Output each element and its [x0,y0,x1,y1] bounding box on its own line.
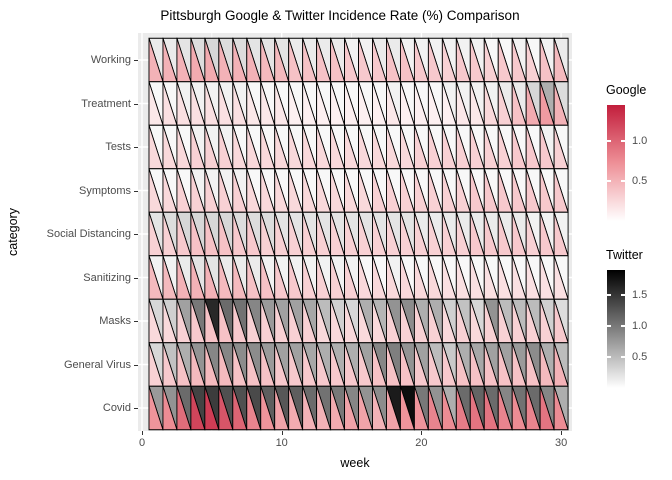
legend-tick-label: 0.5 [632,175,648,187]
y-tick-label: General Virus [63,358,131,371]
cell-google-triangle [469,386,485,431]
cell-google-triangle [511,386,527,431]
x-axis-title: week [340,456,370,470]
cell-google-triangle [246,386,262,431]
legend-google-title: Google [606,83,647,97]
cell-google-triangle [483,386,499,431]
cell-google-triangle [316,386,332,431]
legend-tick-mark [621,325,625,327]
legend-tick-mark [607,356,611,358]
x-tick-mark [561,431,563,435]
cell-google-triangle [358,386,374,431]
cell-google-triangle [539,386,555,431]
heatmap-cells [138,33,572,431]
legend-tick-mark [607,140,611,142]
cell-google-triangle [204,386,220,431]
x-tick-label: 0 [138,437,146,449]
y-tick-mark [134,60,138,61]
x-tick-mark [142,431,143,435]
cell-google-triangle [553,386,569,431]
y-tick-mark [134,408,138,409]
y-tick-label: Masks [99,315,131,327]
cell-google-triangle [302,386,318,431]
cell-google-triangle [218,386,234,431]
y-tick-label: Tests [105,141,131,153]
cell-google-triangle [386,386,402,431]
plot-panel [138,33,572,431]
y-tick-label: Social Distancing [46,228,131,240]
legend-tick-label: 1.0 [632,319,648,332]
y-tick-mark [134,277,138,279]
x-tick-mark [281,431,283,435]
y-tick-mark [134,190,138,192]
cell-google-triangle [148,386,164,431]
y-tick-mark [134,321,138,322]
cell-google-triangle [260,386,276,431]
legend-tick-mark [607,180,611,182]
cell-google-triangle [455,386,471,431]
legend-google: Google 1.0 0.5 [596,81,672,243]
y-tick-label: Working [90,54,131,66]
y-tick-mark [134,103,138,105]
cell-google-triangle [232,386,248,431]
cell-google-triangle [344,386,360,431]
legend-tick-mark [621,140,625,142]
y-tick-label: Treatment [81,97,131,110]
legend-tick-label: 1.0 [632,135,648,147]
legend-twitter: Twitter 1.5 1.0 0.5 [596,246,672,414]
cell-google-triangle [176,386,192,431]
y-tick-mark [134,234,138,235]
cell-google-triangle [162,386,178,431]
cell-google-triangle [497,386,513,431]
legend-tick-mark [607,294,611,296]
legend-tick-mark [621,356,625,358]
legend-twitter-title: Twitter [606,248,643,262]
cell-google-triangle [330,386,346,431]
chart-title: Pittsburgh Google & Twitter Incidence Ra… [160,8,520,23]
cell-google-triangle [427,386,443,431]
cell-google-triangle [372,386,388,431]
legend-tick-mark [621,180,625,182]
y-tick-label: Covid [102,402,131,414]
y-tick-mark [134,364,138,366]
legend-tick-label: 1.5 [632,288,648,301]
cell-google-triangle [413,386,430,431]
x-tick-mark [421,431,423,435]
legend-google-gradient-bar [607,105,625,221]
y-tick-mark [134,147,138,148]
cell-google-triangle [288,386,304,431]
legend-tick-label: 0.5 [632,350,648,363]
legend-tick-mark [607,325,611,327]
cell-google-triangle [190,386,206,431]
cell-google-triangle [399,386,416,431]
x-tick-label: 20 [415,437,428,449]
legend-tick-mark [621,294,625,296]
y-tick-label: Sanitizing [83,271,131,284]
x-tick-label: 30 [554,437,568,449]
x-tick-label: 10 [275,437,288,449]
cell-google-triangle [274,386,290,431]
y-tick-label: Symptoms [79,184,131,197]
legend-twitter-gradient-bar [607,270,625,388]
cell-google-triangle [525,386,541,431]
cell-google-triangle [441,386,457,431]
